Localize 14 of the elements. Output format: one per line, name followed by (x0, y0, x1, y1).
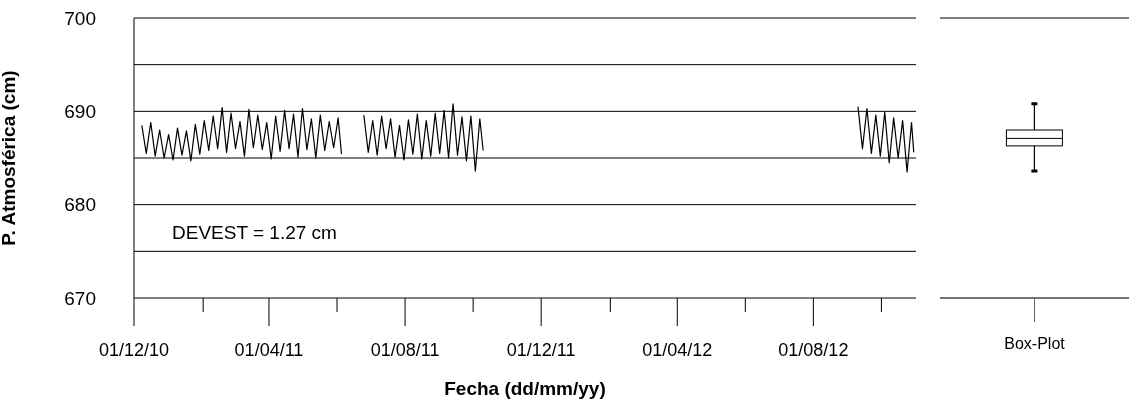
y-tick-label: 690 (64, 101, 96, 123)
x-tick-label: 01/08/11 (370, 340, 440, 360)
y-axis-title: P. Atmosférica (cm) (0, 70, 19, 246)
annotation: DEVEST = 1.27 cm (172, 222, 337, 244)
x-tick-label: Box-Plot (1004, 335, 1066, 353)
x-tick-label: 01/12/10 (98, 340, 170, 360)
x-tick-label: 01/04/12 (642, 340, 713, 360)
x-tick-label: 01/08/12 (778, 340, 849, 360)
x-axis-title: Fecha (dd/mm/yy) (444, 378, 606, 399)
y-tick-label: 700 (64, 7, 96, 29)
x-tick-label: 01/12/11 (506, 340, 576, 360)
y-tick-label: 670 (64, 287, 96, 309)
x-tick-label: 01/04/11 (234, 340, 304, 360)
y-tick-label: 680 (64, 194, 96, 216)
